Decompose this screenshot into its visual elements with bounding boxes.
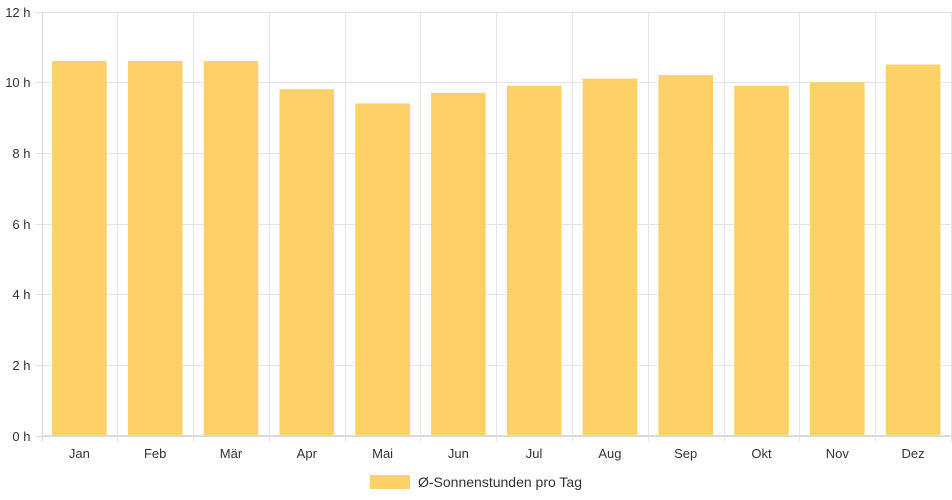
x-tick-label: Jul — [526, 446, 543, 461]
x-tick-label: Dez — [902, 446, 925, 461]
bars — [52, 61, 941, 436]
x-tick-label: Apr — [297, 446, 318, 461]
bar-aug — [582, 78, 638, 436]
bar-dez — [885, 64, 941, 436]
x-tick-label: Nov — [826, 446, 850, 461]
bar-feb — [127, 61, 183, 436]
y-tick-label: 8 h — [12, 146, 30, 161]
bar-nov — [810, 82, 865, 436]
bar-mär — [203, 61, 259, 436]
bar-okt — [734, 85, 789, 436]
x-axis-tick-labels: Jan Feb Mär Apr Mai Jun Jul Aug Sep Okt Nov Dez — [69, 446, 925, 461]
bar-sep — [658, 75, 713, 436]
x-tick-label: Jan — [69, 446, 90, 461]
bar-jan — [52, 61, 107, 436]
y-axis-tick-labels: 0 h 2 h 4 h 6 h 8 h 10 h 12 h — [5, 5, 30, 444]
y-tick-label: 2 h — [12, 358, 30, 373]
bar-jun — [431, 92, 486, 436]
x-tick-label: Aug — [598, 446, 621, 461]
x-tick-label: Okt — [751, 446, 772, 461]
y-tick-label: 0 h — [12, 429, 30, 444]
x-tick-label: Jun — [448, 446, 469, 461]
grid-lines — [35, 11, 952, 442]
x-tick-label: Sep — [674, 446, 697, 461]
y-tick-label: 12 h — [5, 5, 30, 20]
x-tick-label: Feb — [144, 446, 166, 461]
x-tick-label: Mai — [372, 446, 393, 461]
x-tick-label: Mär — [220, 446, 243, 461]
bar-jul — [506, 85, 562, 436]
y-tick-label: 10 h — [5, 75, 30, 90]
bar-apr — [279, 89, 335, 436]
y-tick-label: 6 h — [12, 217, 30, 232]
legend-swatch[interactable] — [370, 475, 410, 489]
y-tick-label: 4 h — [12, 287, 30, 302]
legend[interactable]: Ø-Sonnenstunden pro Tag — [370, 474, 582, 490]
bar-mai — [355, 103, 410, 436]
legend-label[interactable]: Ø-Sonnenstunden pro Tag — [418, 474, 582, 490]
